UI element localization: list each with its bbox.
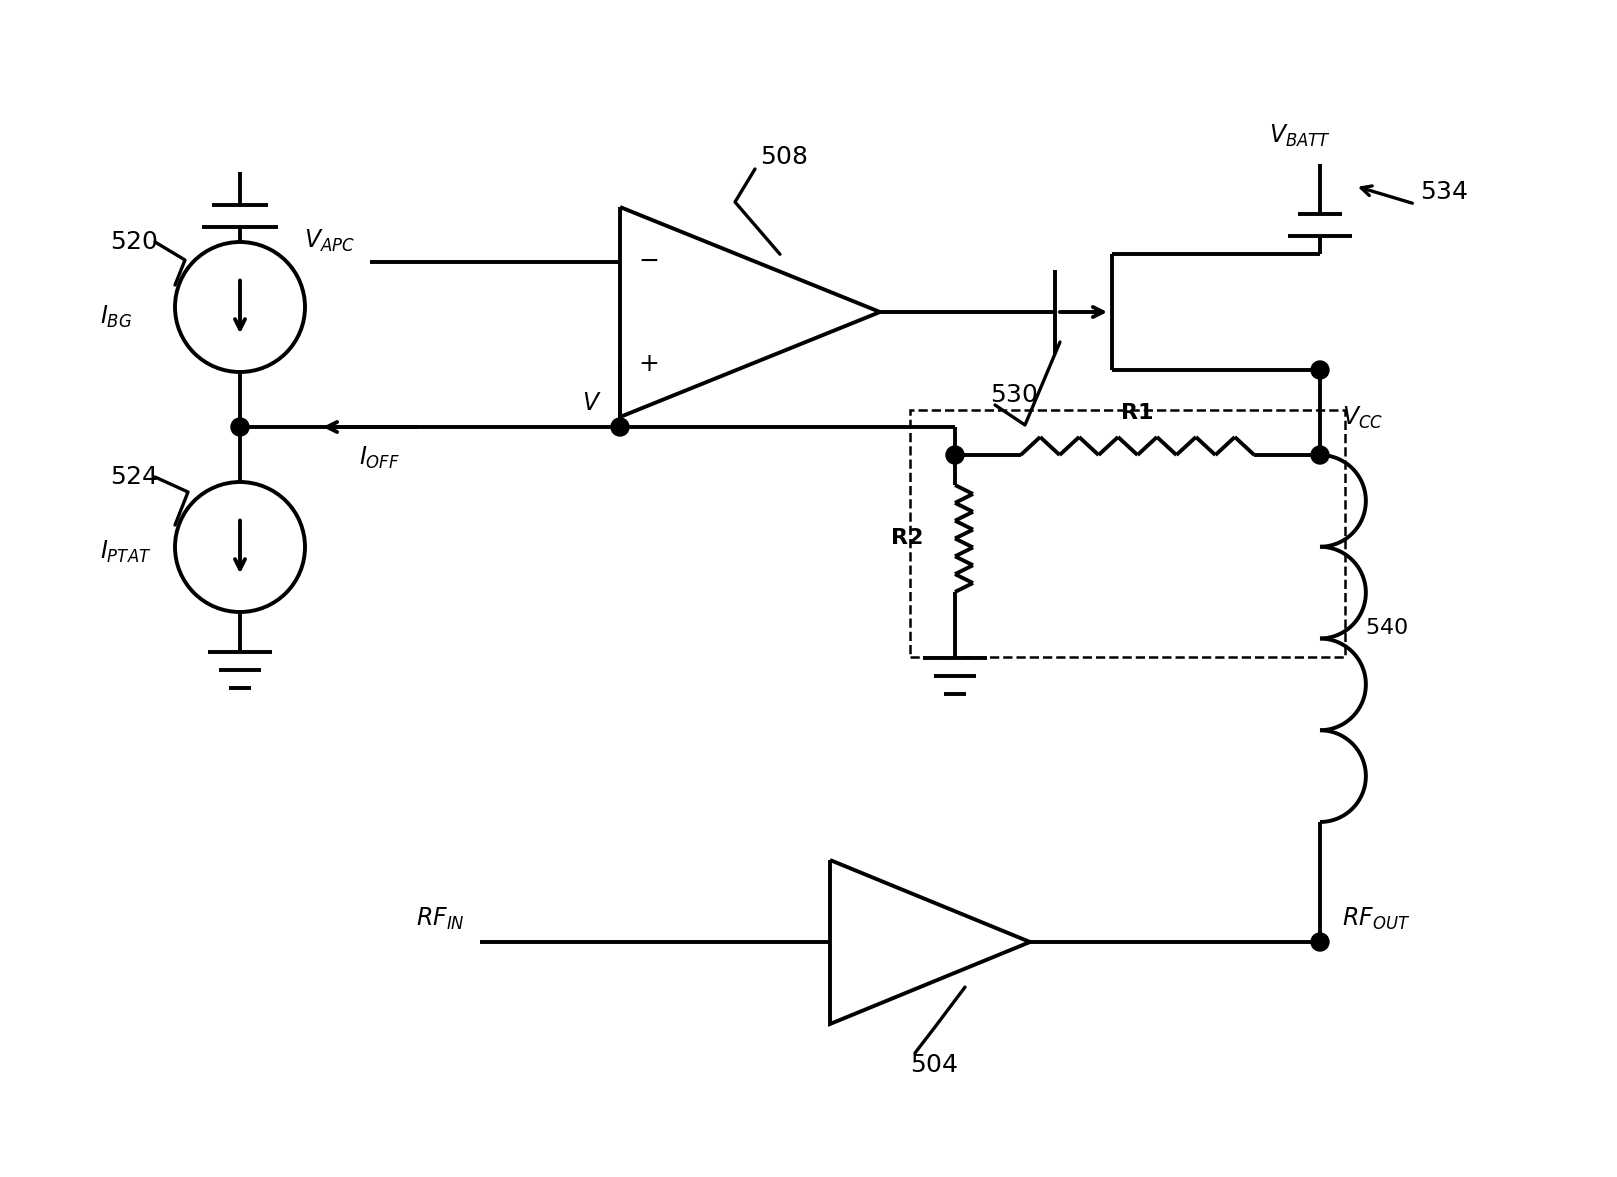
Bar bbox=[910, 410, 1345, 657]
Text: R1: R1 bbox=[1121, 403, 1155, 423]
Circle shape bbox=[611, 418, 629, 435]
Text: $I_{PTAT}$: $I_{PTAT}$ bbox=[100, 539, 152, 565]
Text: $V$: $V$ bbox=[582, 391, 602, 415]
Text: $RF_{IN}$: $RF_{IN}$ bbox=[416, 906, 466, 932]
Text: $520$: $520$ bbox=[110, 230, 158, 254]
Text: $-$: $-$ bbox=[637, 248, 658, 272]
Text: $508$: $508$ bbox=[760, 145, 808, 169]
Text: $RF_{OUT}$: $RF_{OUT}$ bbox=[1342, 906, 1410, 932]
Text: $V_{BATT}$: $V_{BATT}$ bbox=[1269, 122, 1331, 149]
Text: $V_{CC}$: $V_{CC}$ bbox=[1342, 405, 1383, 431]
Circle shape bbox=[1311, 933, 1329, 951]
Text: R2: R2 bbox=[891, 528, 923, 548]
Text: $V_{APC}$: $V_{APC}$ bbox=[304, 227, 356, 253]
Text: $530$: $530$ bbox=[990, 383, 1038, 407]
Text: $504$: $504$ bbox=[910, 1053, 959, 1077]
Text: $540$: $540$ bbox=[1365, 618, 1408, 638]
Circle shape bbox=[1311, 361, 1329, 379]
Text: $I_{OFF}$: $I_{OFF}$ bbox=[359, 445, 401, 471]
Circle shape bbox=[1311, 446, 1329, 464]
Circle shape bbox=[946, 446, 964, 464]
Text: $+$: $+$ bbox=[637, 352, 658, 375]
Text: $534$: $534$ bbox=[1420, 180, 1468, 204]
Text: $524$: $524$ bbox=[110, 465, 158, 488]
Circle shape bbox=[231, 418, 249, 435]
Text: $I_{BG}$: $I_{BG}$ bbox=[100, 304, 133, 330]
